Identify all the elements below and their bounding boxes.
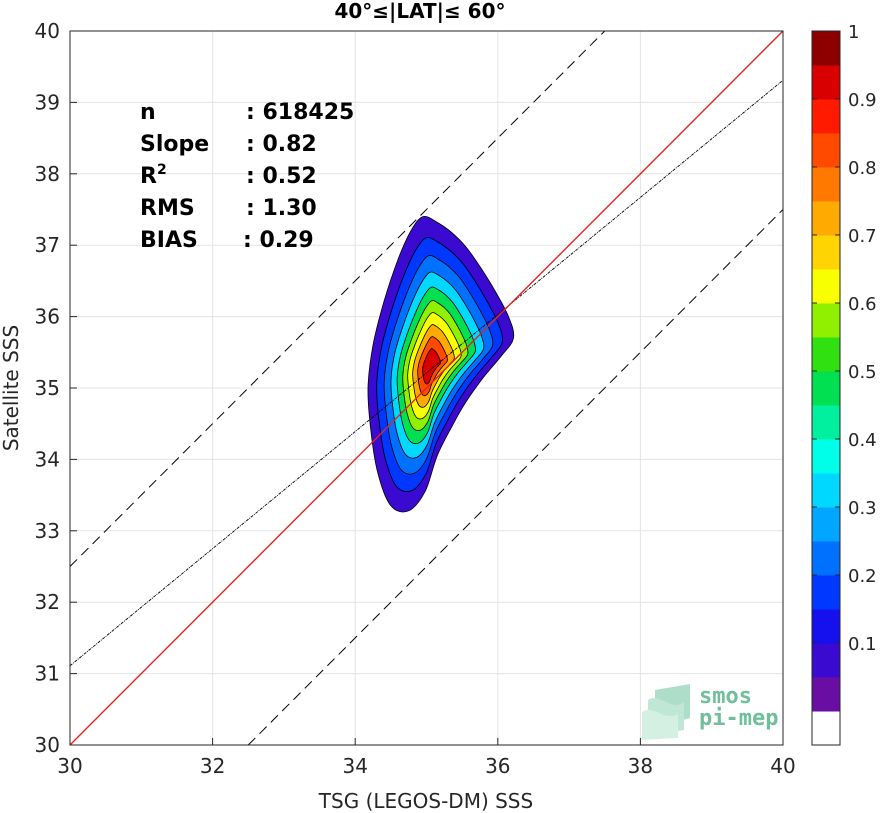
colorbar-segment xyxy=(812,643,840,678)
colorbar-frame xyxy=(811,30,841,746)
x-tick-label: 32 xyxy=(200,754,225,778)
colorbar-segment xyxy=(812,609,840,644)
colorbar-segment xyxy=(812,201,840,236)
logo-waves-icon xyxy=(642,684,690,740)
colorbar-tick-label: 0.3 xyxy=(848,498,877,519)
stat-value-bias: : 0.29 xyxy=(243,228,314,253)
colorbar-segment xyxy=(812,439,840,474)
colorbar-segment xyxy=(812,65,840,100)
stat-value-n: : 618425 xyxy=(246,100,354,125)
stats-box: n : 618425 Slope : 0.82 R2 : 0.52 RMS : 1.30 BIA… xyxy=(140,100,354,253)
colorbar-segment xyxy=(812,337,840,372)
colorbar-tick-label: 0.1 xyxy=(848,634,877,655)
smos-pi-mep-logo: smos pi-mep xyxy=(642,684,778,740)
stat-value-rms: : 1.30 xyxy=(246,196,317,221)
logo-text-line1: smos xyxy=(699,684,752,709)
colorbar-segment xyxy=(812,235,840,270)
lower-bound-dashed-line xyxy=(247,209,783,745)
regression-line xyxy=(70,79,783,667)
colorbar-segment xyxy=(812,269,840,304)
reference-lines xyxy=(70,31,783,745)
upper-bound-dashed-line xyxy=(70,31,606,567)
y-tick-label: 38 xyxy=(35,162,60,186)
colorbar-segment xyxy=(812,677,840,712)
colorbar-segment xyxy=(812,133,840,168)
colorbar: 0.1 0.2 0.3 0.4 0.5 0.6 0.7 0.8 0.9 1 xyxy=(811,22,877,746)
colorbar-segment xyxy=(812,303,840,338)
colorbar-tick-label: 0.2 xyxy=(848,566,877,587)
y-tick-label: 35 xyxy=(35,376,60,400)
x-axis-label: TSG (LEGOS-DM) SSS xyxy=(318,789,533,813)
colorbar-segment xyxy=(812,711,840,746)
colorbar-tick-label: 0.8 xyxy=(848,158,877,179)
x-tick-label: 38 xyxy=(628,754,653,778)
colorbar-tick-label: 0.4 xyxy=(848,430,877,451)
y-tick-label: 40 xyxy=(35,19,60,43)
x-tick-label: 34 xyxy=(342,754,367,778)
colorbar-segment xyxy=(812,507,840,542)
stat-label-r2: R2 xyxy=(140,162,167,189)
stat-label-rms: RMS xyxy=(140,196,195,221)
one-to-one-line xyxy=(70,31,783,745)
y-tick-label: 36 xyxy=(35,305,60,329)
reference-lines-overlay xyxy=(70,31,783,745)
colorbar-segment xyxy=(812,31,840,66)
colorbar-segment xyxy=(812,99,840,134)
colorbar-segment xyxy=(812,473,840,508)
colorbar-segment xyxy=(812,575,840,610)
colorbar-segment xyxy=(812,405,840,440)
colorbar-segment xyxy=(812,371,840,406)
colorbar-tick-label: 0.7 xyxy=(848,226,877,247)
y-tick-label: 39 xyxy=(35,90,60,114)
y-tick-label: 33 xyxy=(35,519,60,543)
colorbar-segment xyxy=(812,167,840,202)
x-axis-ticks: 30 32 34 36 38 40 xyxy=(57,738,796,778)
colorbar-tick-label: 0.5 xyxy=(848,362,877,383)
y-tick-label: 30 xyxy=(35,733,60,757)
stat-label-slope: Slope xyxy=(140,132,209,157)
y-tick-label: 32 xyxy=(35,590,60,614)
x-tick-label: 30 xyxy=(57,754,82,778)
y-tick-label: 34 xyxy=(35,447,60,471)
y-axis-ticks: 30 31 32 33 34 35 36 37 38 39 40 xyxy=(35,19,77,757)
x-tick-label: 40 xyxy=(770,754,795,778)
stat-label-n: n xyxy=(140,100,156,125)
colorbar-segment xyxy=(812,541,840,576)
stat-value-r2: : 0.52 xyxy=(246,164,317,189)
colorbar-tick-label: 1 xyxy=(848,22,859,43)
colorbar-tick-label: 0.9 xyxy=(848,90,877,111)
contour-level-10 xyxy=(422,348,441,385)
logo-text-line2: pi-mep xyxy=(699,706,778,731)
y-tick-label: 31 xyxy=(35,662,60,686)
y-tick-label: 37 xyxy=(35,233,60,257)
stat-value-slope: : 0.82 xyxy=(246,132,317,157)
chart-title: 40°≤|LAT|≤ 60° xyxy=(334,0,505,23)
colorbar-tick-label: 0.6 xyxy=(848,294,877,315)
x-tick-label: 36 xyxy=(485,754,510,778)
y-axis-label: Satellite SSS xyxy=(0,325,23,451)
stat-label-bias: BIAS xyxy=(140,228,198,253)
density-contours xyxy=(367,215,515,513)
